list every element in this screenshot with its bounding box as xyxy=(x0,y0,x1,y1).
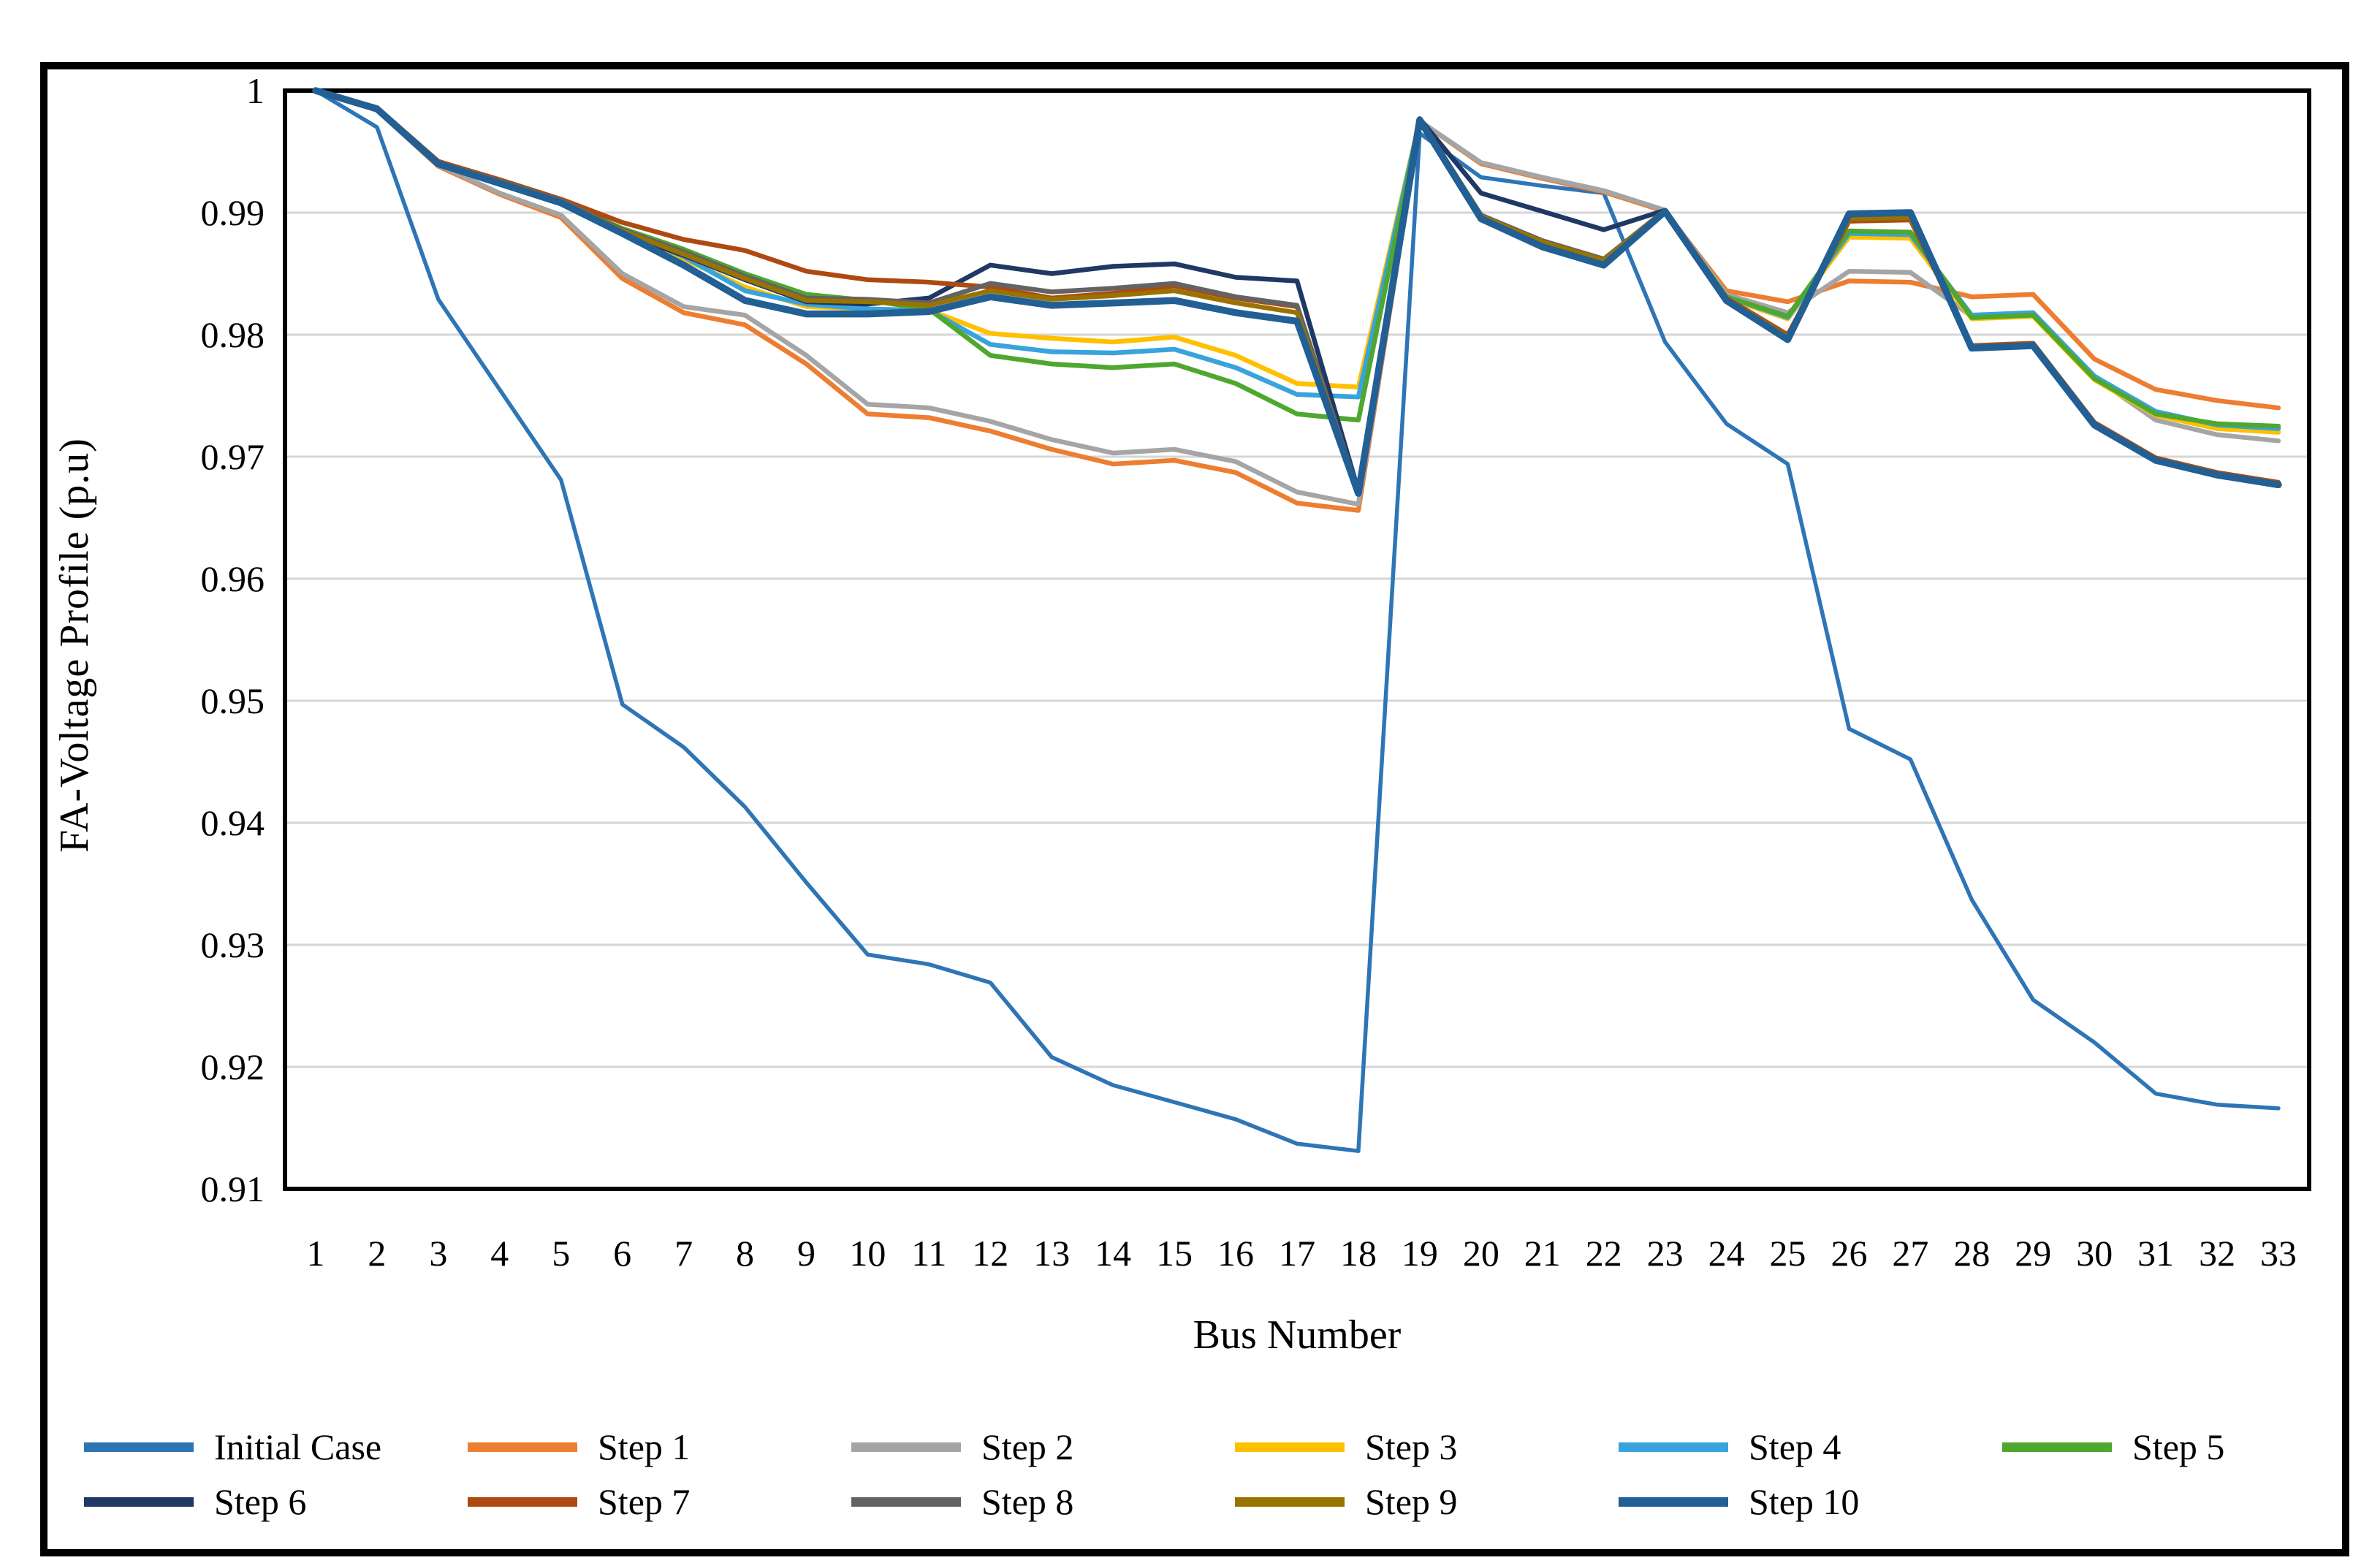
series-line-step-1 xyxy=(313,88,2281,513)
series-line-initial-case xyxy=(313,88,2281,1153)
x-tick-label: 2 xyxy=(368,1233,386,1274)
x-tick-label: 29 xyxy=(2015,1233,2051,1274)
y-tick-label: 0.92 xyxy=(201,1046,265,1087)
y-tick-label: 0.95 xyxy=(201,680,265,721)
x-tick-label: 19 xyxy=(1402,1233,1438,1274)
x-axis-title: Bus Number xyxy=(1193,1312,1402,1358)
x-tick-label: 26 xyxy=(1830,1233,1867,1274)
x-tick-label: 14 xyxy=(1095,1233,1131,1274)
x-tick-label: 31 xyxy=(2137,1233,2174,1274)
y-tick-label: 0.96 xyxy=(201,558,265,599)
x-tick-label: 3 xyxy=(429,1233,447,1274)
x-tick-label: 22 xyxy=(1586,1233,1622,1274)
x-tick-label: 32 xyxy=(2199,1233,2235,1274)
x-tick-label: 4 xyxy=(490,1233,509,1274)
y-tick-label: 0.97 xyxy=(201,436,265,477)
y-tick-label: 0.99 xyxy=(201,192,265,233)
x-tick-label: 5 xyxy=(552,1233,570,1274)
x-tick-label: 21 xyxy=(1524,1233,1561,1274)
x-tick-label: 10 xyxy=(849,1233,886,1274)
x-tick-label: 27 xyxy=(1892,1233,1928,1274)
y-tick-label: 1 xyxy=(246,70,265,111)
x-tick-label: 15 xyxy=(1156,1233,1193,1274)
x-tick-label: 13 xyxy=(1033,1233,1070,1274)
x-tick-label: 23 xyxy=(1647,1233,1684,1274)
x-tick-label: 1 xyxy=(306,1233,324,1274)
y-tick-label: 0.94 xyxy=(201,802,265,843)
x-tick-label: 7 xyxy=(674,1233,693,1274)
x-tick-label: 18 xyxy=(1340,1233,1377,1274)
x-tick-label: 17 xyxy=(1279,1233,1315,1274)
x-tick-label: 12 xyxy=(972,1233,1008,1274)
x-tick-label: 24 xyxy=(1708,1233,1745,1274)
series-line-step-5 xyxy=(313,88,2281,429)
series-line-step-10 xyxy=(312,87,2282,497)
x-tick-label: 6 xyxy=(613,1233,631,1274)
x-tick-label: 33 xyxy=(2260,1233,2297,1274)
y-tick-label: 0.91 xyxy=(201,1168,265,1209)
series-line-step-9 xyxy=(313,88,2281,495)
x-tick-label: 25 xyxy=(1770,1233,1806,1274)
x-tick-label: 9 xyxy=(797,1233,815,1274)
x-tick-label: 28 xyxy=(1953,1233,1990,1274)
y-tick-label: 0.98 xyxy=(201,314,265,355)
y-axis-title: FA-Voltage Profile (p.u) xyxy=(52,438,97,853)
x-tick-label: 30 xyxy=(2076,1233,2113,1274)
x-tick-label: 11 xyxy=(911,1233,946,1274)
series-line-step-8 xyxy=(313,88,2281,495)
x-tick-label: 20 xyxy=(1463,1233,1499,1274)
x-tick-label: 16 xyxy=(1217,1233,1254,1274)
series-line-step-6 xyxy=(313,88,2281,494)
plot-border xyxy=(283,88,2311,1191)
y-tick-label: 0.93 xyxy=(201,924,265,965)
series-line-step-7 xyxy=(313,88,2281,495)
x-tick-label: 8 xyxy=(736,1233,754,1274)
